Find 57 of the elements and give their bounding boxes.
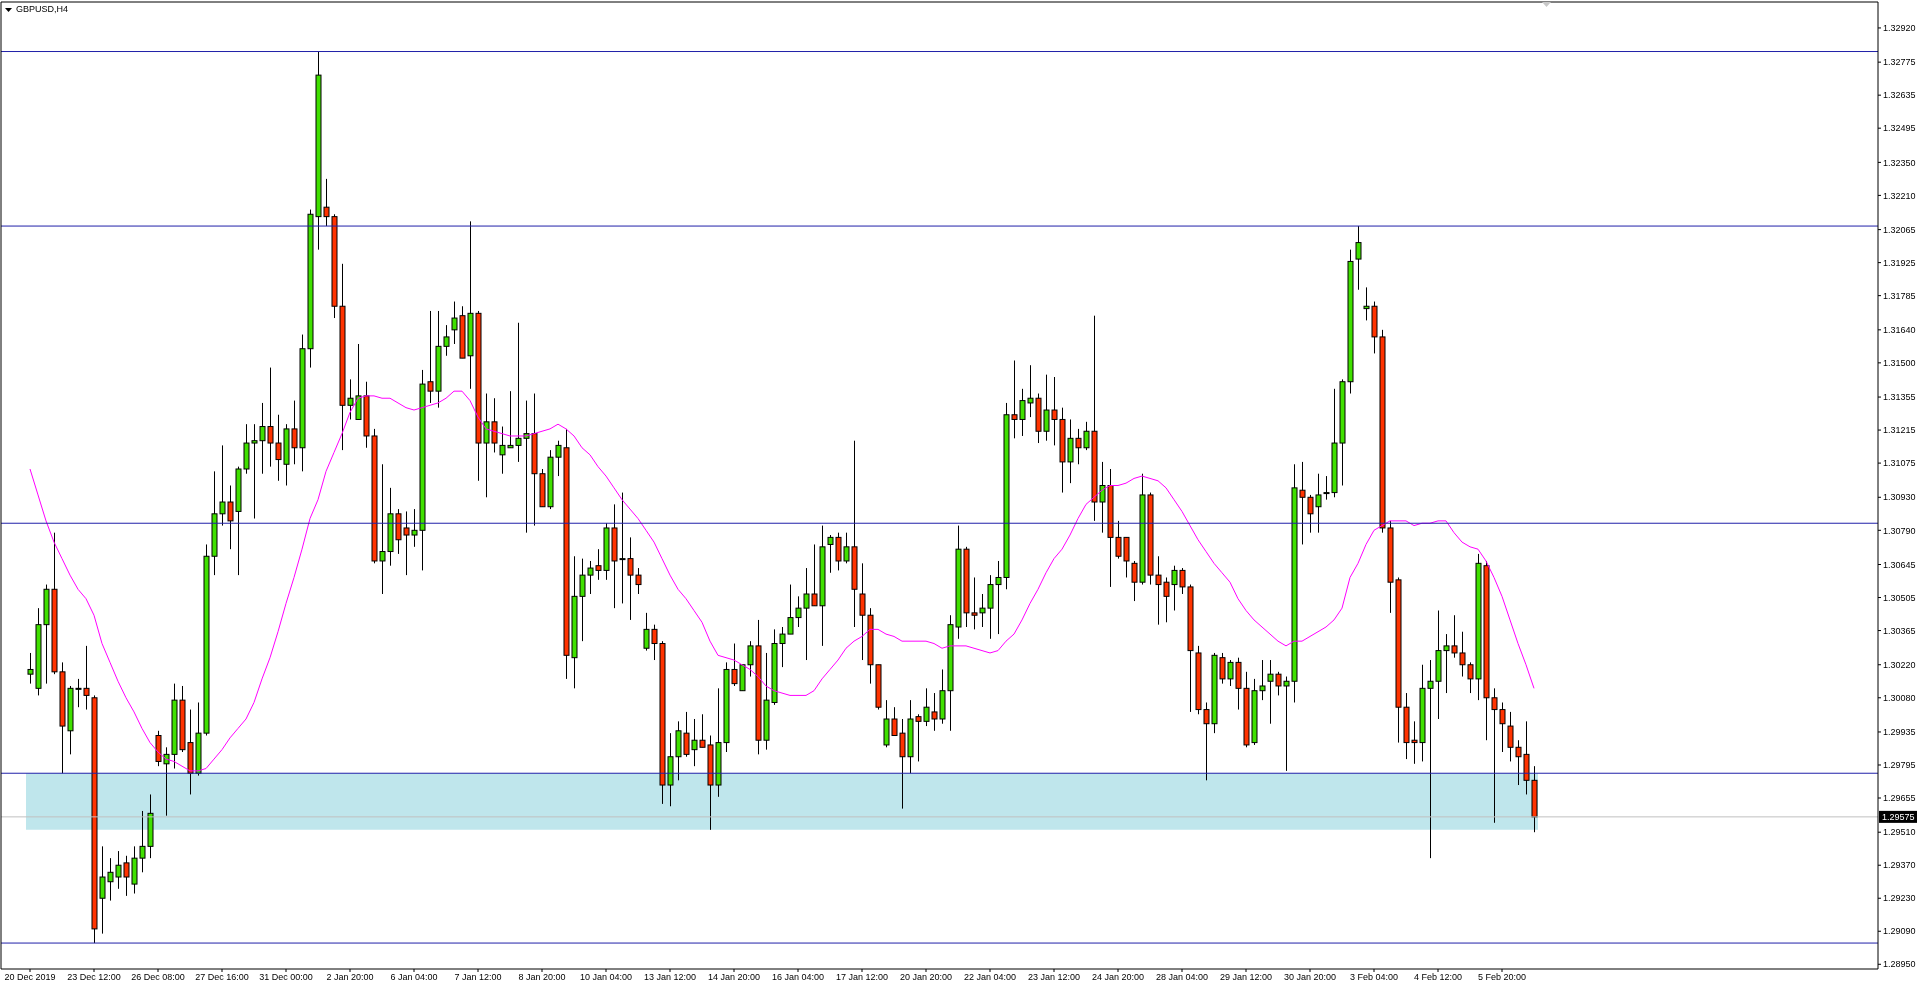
y-tick-label: 1.31925 [1883,257,1916,268]
y-tick-label: 1.28950 [1883,959,1916,970]
y-tick-label: 1.31785 [1883,290,1916,301]
candlestick [1355,225,1362,291]
y-tick-label: 1.30365 [1883,625,1916,636]
x-tick-label: 22 Jan 04:00 [963,972,1017,983]
x-tick-label: 17 Jan 12:00 [835,972,889,983]
y-tick-label: 1.29090 [1883,926,1916,937]
x-tick-label: 31 Dec 00:00 [259,972,313,983]
chart-title: GBPUSD,H4 [16,4,69,15]
x-tick-label: 27 Dec 16:00 [195,972,249,983]
x-tick-label: 24 Jan 20:00 [1091,972,1145,983]
y-tick-label: 1.29510 [1883,827,1916,838]
x-tick-label: 23 Dec 12:00 [67,972,121,983]
x-tick-label: 13 Jan 12:00 [643,972,697,983]
x-tick-label: 26 Dec 08:00 [131,972,185,983]
y-tick-label: 1.30790 [1883,525,1916,536]
y-tick-label: 1.30505 [1883,592,1916,603]
x-tick-label: 8 Jan 20:00 [518,972,566,983]
x-tick-label: 6 Jan 04:00 [390,972,438,983]
line-series [29,390,1535,772]
x-tick-label: 10 Jan 04:00 [579,972,633,983]
x-tick-label: 5 Feb 20:00 [1477,972,1527,983]
x-tick-label: 3 Feb 04:00 [1349,972,1399,983]
y-tick-label: 1.32065 [1883,224,1916,235]
x-tick-label: 16 Jan 04:00 [771,972,825,983]
y-tick-label: 1.30930 [1883,492,1916,503]
y-tick-label: 1.29795 [1883,760,1916,771]
y-tick-label: 1.31500 [1883,358,1916,369]
x-tick-label: 2 Jan 20:00 [326,972,374,983]
x-tick-label: 20 Jan 20:00 [899,972,953,983]
y-tick-label: 1.31355 [1883,392,1916,403]
y-tick-label: 1.29935 [1883,727,1916,738]
y-tick-label: 1.31640 [1883,325,1916,336]
x-tick-label: 20 Dec 2019 [4,972,56,983]
y-tick-label: 1.31215 [1883,425,1916,436]
y-tick-label: 1.30645 [1883,559,1916,570]
y-tick-label: 1.32775 [1883,57,1916,68]
y-tick-label: 1.30220 [1883,659,1916,670]
x-tick-label: 4 Feb 12:00 [1413,972,1463,983]
y-tick-label: 1.31075 [1883,458,1916,469]
y-tick-label: 1.32920 [1883,23,1916,34]
x-tick-label: 14 Jan 20:00 [707,972,761,983]
x-tick-label: 29 Jan 12:00 [1219,972,1273,983]
y-tick-label: 1.32495 [1883,123,1916,134]
x-tick-label: 7 Jan 12:00 [454,972,502,983]
y-tick-label: 1.32350 [1883,157,1916,168]
x-tick-label: 28 Jan 04:00 [1155,972,1209,983]
y-tick-label: 1.30080 [1883,692,1916,703]
y-tick-label: 1.29370 [1883,860,1916,871]
y-tick-label: 1.29230 [1883,893,1916,904]
x-tick-label: 30 Jan 20:00 [1283,972,1337,983]
y-tick-label: 1.29655 [1883,793,1916,804]
x-tick-label: 23 Jan 12:00 [1027,972,1081,983]
y-tick-label: 1.32635 [1883,90,1916,101]
ref-line-label: 1.29575 [1882,812,1915,823]
y-tick-label: 1.32210 [1883,190,1916,201]
